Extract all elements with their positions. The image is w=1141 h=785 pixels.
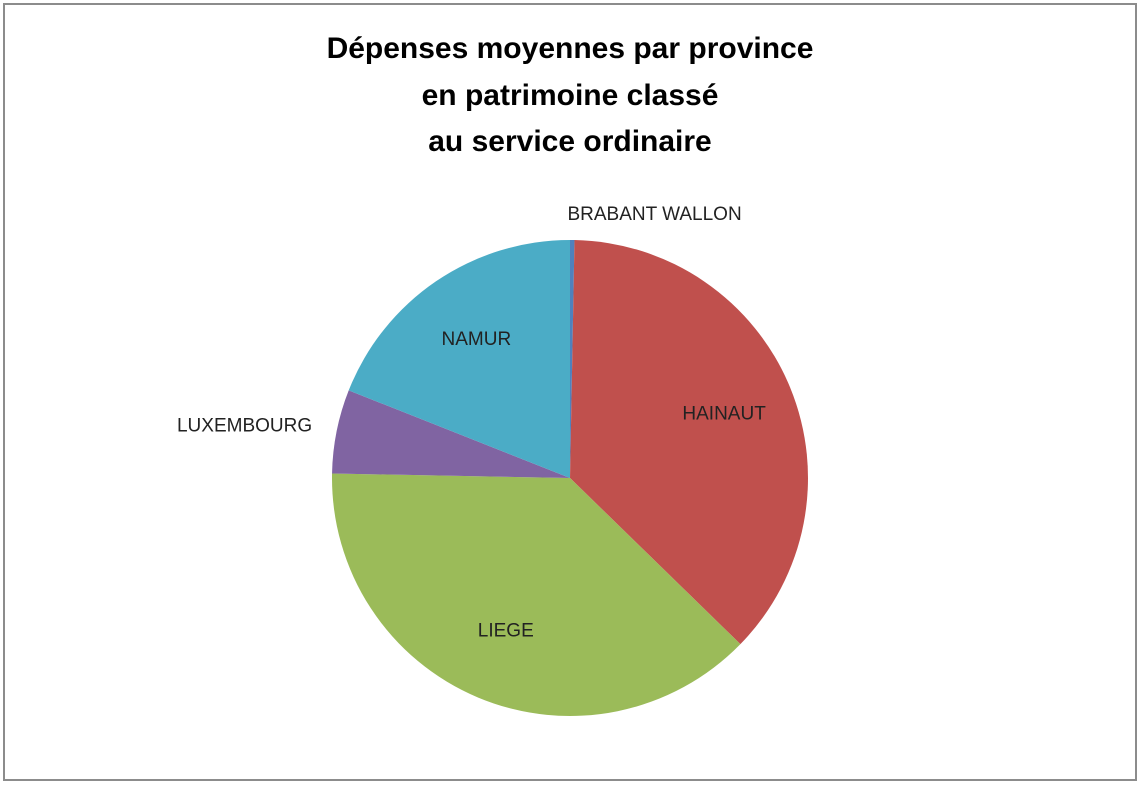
- pie-slice: [570, 240, 809, 645]
- slice-label: NAMUR: [442, 329, 512, 350]
- chart-title: en patrimoine classé: [422, 79, 719, 112]
- slice-label: BRABANT WALLON: [567, 204, 741, 225]
- pie-slice: [570, 240, 575, 478]
- slice-label: HAINAUT: [682, 404, 766, 425]
- pie-slice: [332, 390, 570, 478]
- chart-title: Dépenses moyennes par province: [327, 32, 814, 65]
- pie-slice: [331, 473, 741, 717]
- slice-label: LIEGE: [478, 621, 534, 642]
- chart-title: au service ordinaire: [428, 125, 711, 158]
- slice-label: LUXEMBOURG: [177, 415, 312, 436]
- pie-slice: [348, 240, 570, 478]
